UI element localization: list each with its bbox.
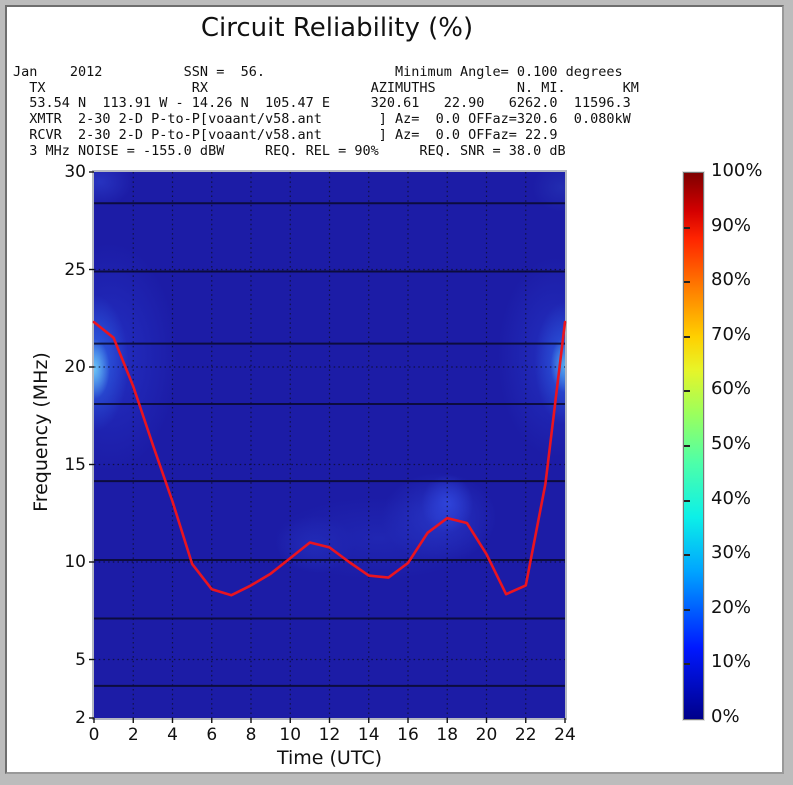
plot-svg [89,171,567,723]
colorbar-tick-label: 40% [711,487,752,509]
y-tick-label: 20 [64,357,86,377]
colorbar-tick [684,335,690,338]
x-tick-label: 16 [397,725,419,745]
x-tick-label: 6 [206,725,218,745]
colorbar-tick [684,226,690,229]
muf-line [92,320,567,597]
x-tick-label: 2 [127,725,139,745]
y-tick-label: 25 [64,259,86,280]
x-tick-label: 12 [318,725,341,745]
y-tick-label: 10 [64,552,86,572]
y-tick-label: 15 [64,454,86,475]
colorbar-tick-label: 90% [711,214,752,236]
colorbar-tick [684,663,690,666]
x-tick-label: 4 [167,725,178,745]
colorbar-gradient [684,173,703,719]
colorbar-tick-label: 0% [711,706,740,727]
run-parameters: Jan 2012 SSN = 56. Minimum Angle= 0.100 … [13,64,639,159]
colorbar-tick [684,608,690,611]
colorbar-tick-label: 80% [711,269,752,291]
colorbar-tick-label: 100% [711,160,763,181]
x-tick-label: 22 [514,725,537,745]
x-tick-label: 10 [279,725,302,745]
colorbar-tick [684,281,690,284]
x-tick-label: 24 [554,725,576,745]
colorbar-tick-label: 50% [711,433,752,454]
x-tick-label: 14 [357,725,380,745]
x-tick-label: 18 [436,725,459,745]
x-tick-label: 0 [88,725,100,745]
colorbar-tick-label: 30% [711,542,752,564]
colorbar-tick [684,445,690,447]
colorbar-tick-label: 70% [711,323,752,345]
colorbar-tick [684,499,690,502]
x-tick-label: 20 [475,725,498,745]
colorbar-tick-label: 10% [711,651,752,673]
colorbar-tick [684,390,690,393]
plot-frame [89,170,567,723]
x-tick-label: 8 [245,725,257,745]
colorbar-tick-label: 60% [711,378,752,400]
y-tick-label: 2 [75,708,86,728]
colorbar-tick [684,554,690,557]
y-tick-label: 5 [75,649,86,670]
figure-title: Circuit Reliability (%) [200,13,474,43]
colorbar [683,172,704,720]
y-tick-label: 30 [64,162,86,182]
x-axis-title: Time (UTC) [276,747,383,769]
figure: Circuit Reliability (%) Jan 2012 SSN = 5… [5,5,784,774]
colorbar-tick-label: 20% [711,596,752,618]
